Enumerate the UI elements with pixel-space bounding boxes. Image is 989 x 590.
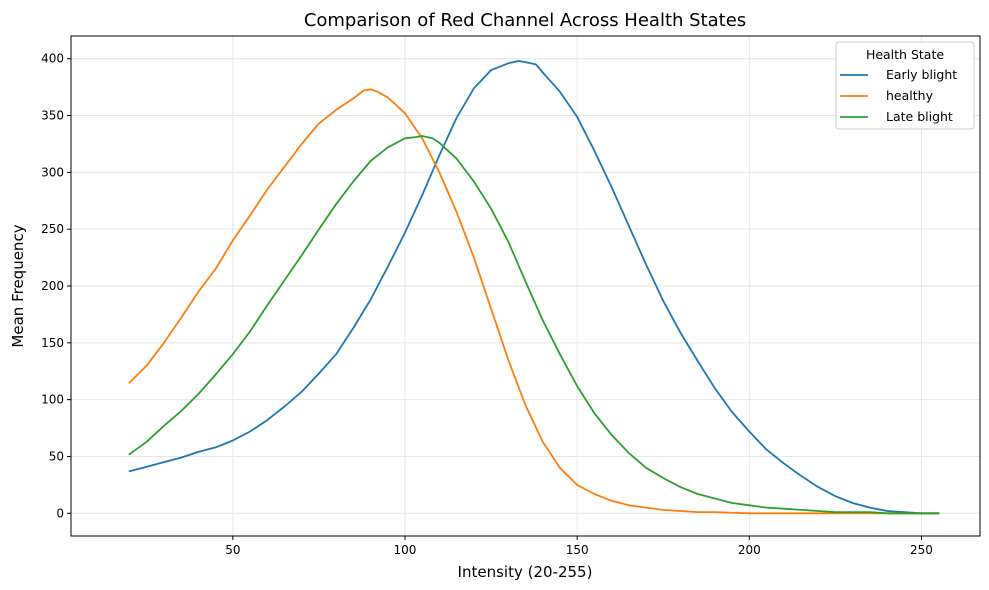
x-tick-label: 50 <box>225 543 240 557</box>
y-tick-label: 300 <box>41 165 64 179</box>
y-axis-ticks: 0 50 100 150 200 250 300 350 400 <box>41 52 71 520</box>
legend-title: Health State <box>866 47 944 62</box>
y-tick-label: 50 <box>49 449 64 463</box>
y-tick-label: 400 <box>41 52 64 66</box>
x-axis-label: Intensity (20-255) <box>458 563 593 581</box>
y-tick-label: 150 <box>41 336 64 350</box>
legend-label: Late blight <box>886 109 953 124</box>
series-line-early-blight <box>128 60 940 515</box>
legend-label: healthy <box>886 88 934 103</box>
y-axis-label: Mean Frequency <box>9 224 27 347</box>
x-tick-label: 200 <box>738 543 761 557</box>
x-tick-label: 100 <box>394 543 417 557</box>
x-axis-ticks: 50 100 150 200 250 <box>225 536 933 557</box>
series-line-late-blight <box>128 135 940 515</box>
x-tick-label: 250 <box>910 543 933 557</box>
y-tick-label: 250 <box>41 222 64 236</box>
legend: Health State Early blight healthy Late blig… <box>835 41 975 130</box>
grid <box>71 36 980 536</box>
y-tick-label: 100 <box>41 393 64 407</box>
y-tick-label: 0 <box>56 506 64 520</box>
series-lines <box>128 60 940 515</box>
x-tick-label: 150 <box>566 543 589 557</box>
y-tick-label: 350 <box>41 109 64 123</box>
y-tick-label: 200 <box>41 279 64 293</box>
chart-title: Comparison of Red Channel Across Health … <box>304 10 746 31</box>
series-line-healthy <box>128 88 940 515</box>
legend-box <box>835 41 975 130</box>
legend-label: Early blight <box>886 67 957 82</box>
